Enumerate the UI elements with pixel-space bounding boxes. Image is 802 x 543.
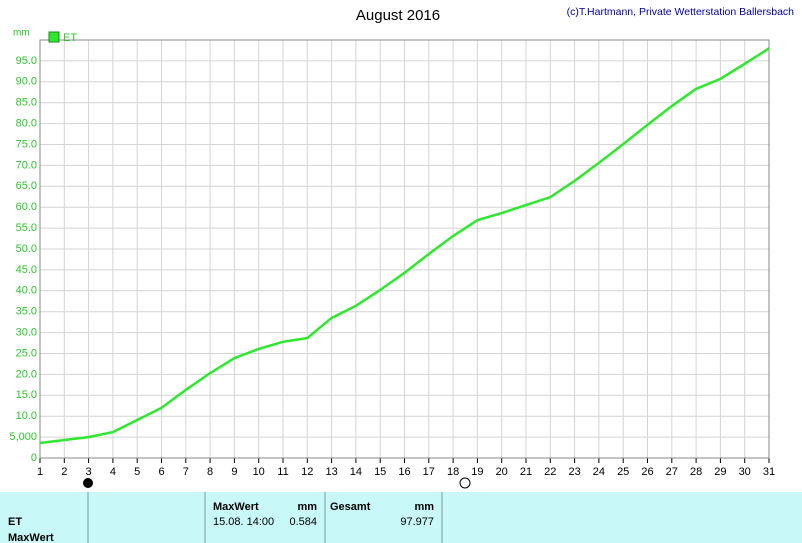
- x-tick-label: 14: [350, 466, 362, 478]
- legend-label: ET: [63, 32, 77, 44]
- x-tick-label: 3: [86, 466, 92, 478]
- x-tick-label: 20: [496, 466, 508, 478]
- x-tick-label: 31: [763, 466, 775, 478]
- max-time: 15.08. 14:00: [213, 516, 274, 528]
- x-tick-label: 12: [301, 466, 313, 478]
- x-tick-label: 16: [398, 466, 410, 478]
- x-tick-label: 28: [690, 466, 702, 478]
- x-tick-label: 21: [520, 466, 532, 478]
- moon-new-icon: [459, 477, 471, 489]
- chart-title: August 2016: [356, 7, 440, 24]
- y-tick-label: 70.0: [16, 159, 37, 171]
- y-tick-label: 55.0: [16, 222, 37, 234]
- column-header: Gesamt: [330, 501, 371, 513]
- x-tick-label: 22: [544, 466, 556, 478]
- x-tick-label: 18: [447, 466, 459, 478]
- y-tick-label: 50.0: [16, 243, 37, 255]
- y-tick-label: 10.0: [16, 410, 37, 422]
- x-tick-label: 24: [593, 466, 605, 478]
- y-tick-label: 15.0: [16, 389, 37, 401]
- y-tick-label: 45.0: [16, 264, 37, 276]
- x-tick-label: 15: [374, 466, 386, 478]
- y-tick-label: 95.0: [16, 55, 37, 67]
- plot-frame: [39, 39, 770, 459]
- y-tick-label: 90.0: [16, 76, 37, 88]
- unit: mm: [297, 501, 317, 513]
- x-tick-label: 27: [666, 466, 678, 478]
- unit: mm: [414, 501, 434, 513]
- x-tick-label: 9: [231, 466, 237, 478]
- y-tick-label: 65.0: [16, 180, 37, 192]
- x-tick-label: 7: [183, 466, 189, 478]
- legend-swatch: [48, 31, 60, 43]
- y-tick-label: 35.0: [16, 306, 37, 318]
- x-tick-label: 23: [568, 466, 580, 478]
- row-label: MaxWert: [8, 532, 54, 543]
- x-tick-label: 6: [158, 466, 164, 478]
- column-header: MaxWert: [213, 501, 259, 513]
- series-line: [39, 47, 770, 445]
- x-tick-label: 10: [253, 466, 265, 478]
- moon-full-icon: [83, 478, 93, 488]
- y-tick-label: 20.0: [16, 368, 37, 380]
- x-tick-label: 30: [739, 466, 751, 478]
- x-tick-label: 11: [277, 466, 288, 478]
- x-tick-label: 5: [134, 466, 140, 478]
- x-tick-label: 25: [617, 466, 629, 478]
- y-tick-label: 0: [31, 452, 37, 464]
- panel-bg: [0, 492, 802, 543]
- y-tick-label: 75.0: [16, 138, 37, 150]
- max-value: 0.584: [289, 516, 317, 528]
- total-value: 97.977: [400, 516, 434, 528]
- y-tick-label: 25.0: [16, 347, 37, 359]
- y-tick-label: 60.0: [16, 201, 37, 213]
- y-tick-label: 30.0: [16, 327, 37, 339]
- x-tick-label: 1: [37, 466, 43, 478]
- y-axis-label: mm: [13, 28, 30, 39]
- x-tick-label: 17: [423, 466, 435, 478]
- y-tick-label: 85.0: [16, 97, 37, 109]
- x-tick-label: 8: [207, 466, 213, 478]
- y-tick-label: 80.0: [16, 118, 37, 130]
- row-label: ET: [8, 516, 22, 528]
- credit: (c)T.Hartmann, Private Wetterstation Bal…: [567, 6, 795, 18]
- x-tick-label: 13: [325, 466, 337, 478]
- x-tick-label: 29: [714, 466, 726, 478]
- y-tick-label: 40.0: [16, 285, 37, 297]
- y-tick-label: 5,000: [9, 431, 37, 443]
- x-tick-label: 19: [471, 466, 483, 478]
- x-tick-label: 26: [641, 466, 653, 478]
- x-tick-label: 4: [110, 466, 116, 478]
- x-tick-label: 2: [61, 466, 67, 478]
- summary-panel: ET MaxWert MaxWert mm Gesamt mm 15.08. 1…: [0, 492, 802, 543]
